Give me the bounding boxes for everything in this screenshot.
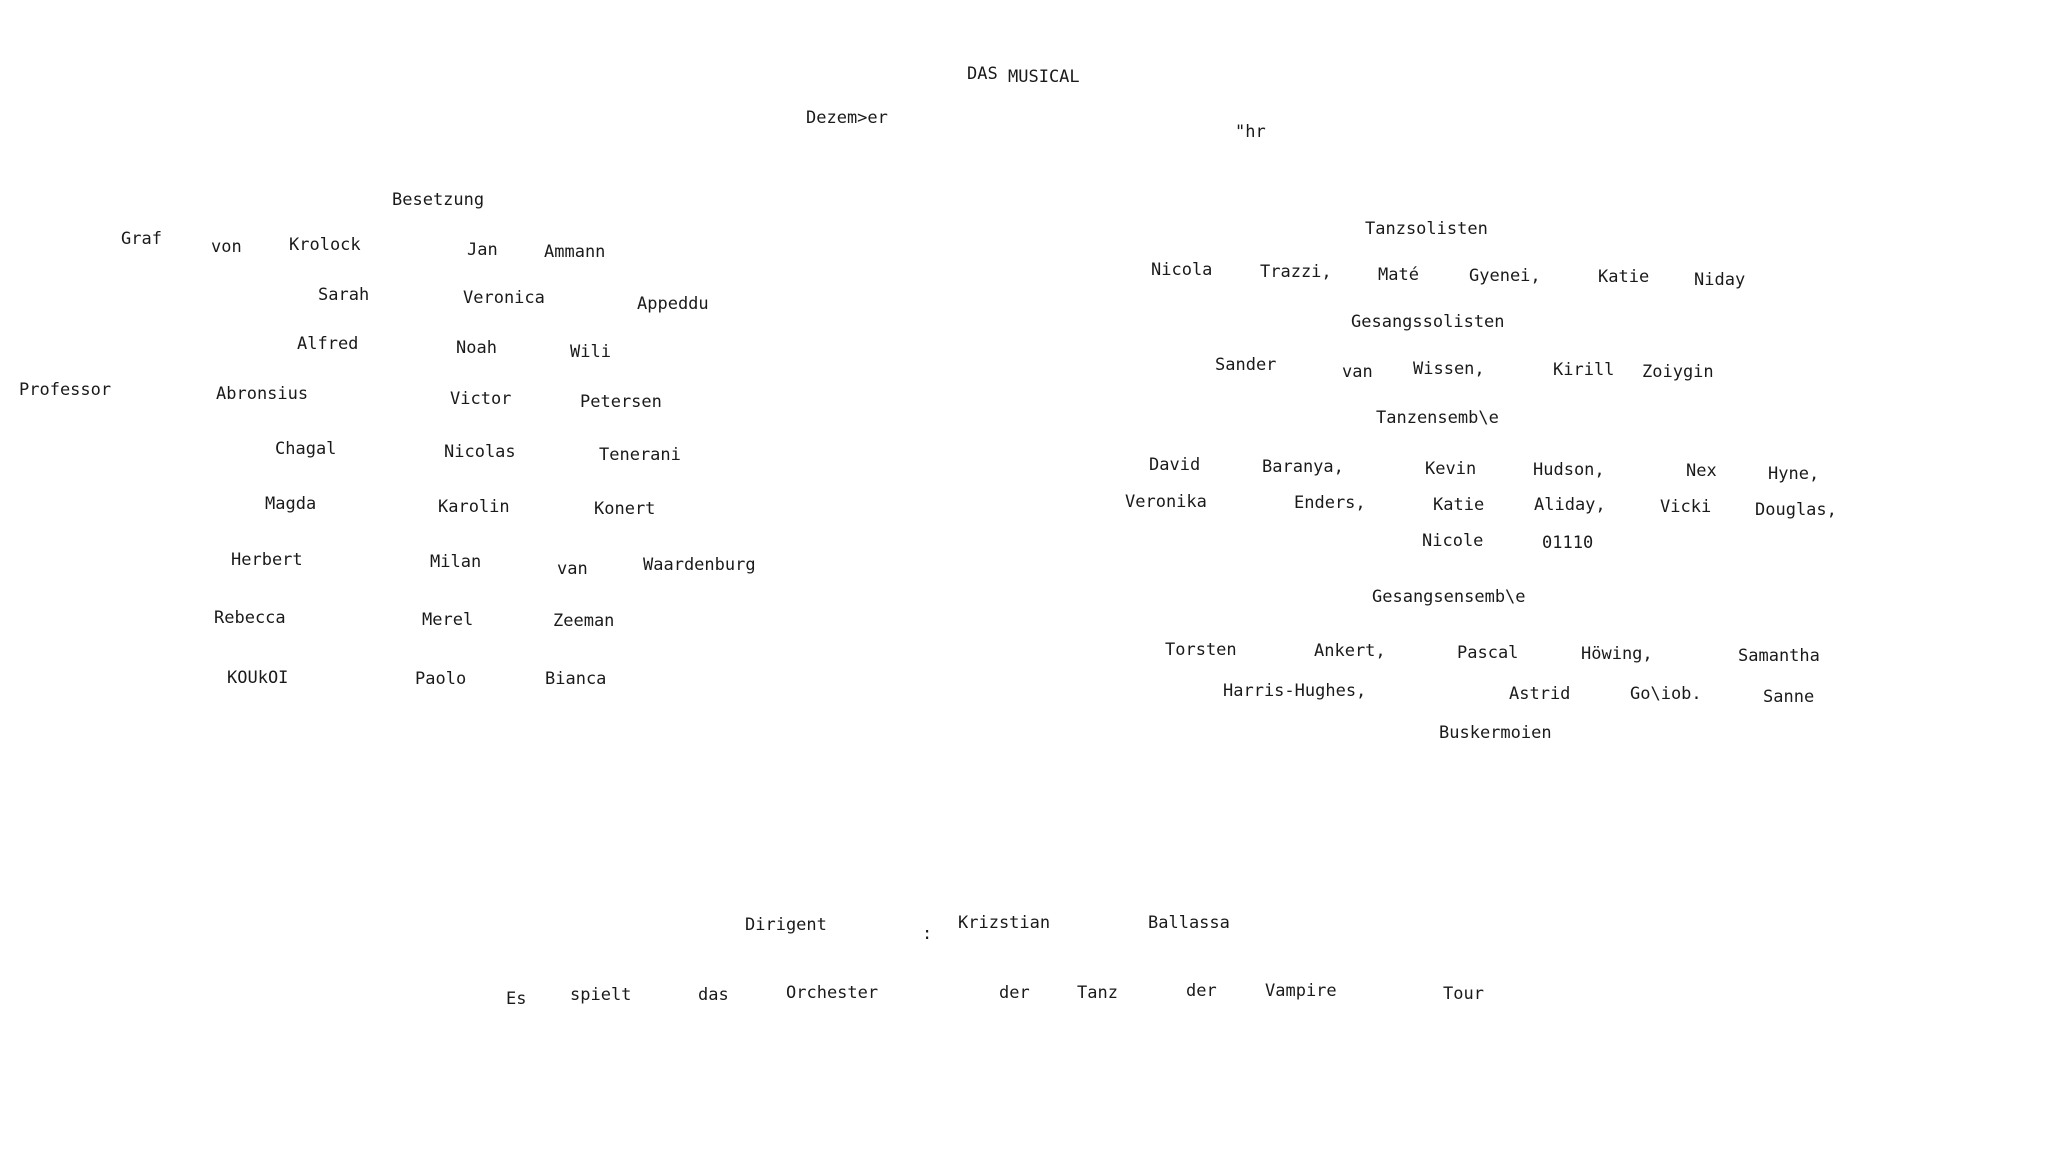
title-word: MUSICAL <box>1008 67 1080 87</box>
ensemble-name-word: Zoiygin <box>1642 362 1714 382</box>
cast-actor-word: Merel <box>422 610 474 630</box>
ensemble-name-word: Nicola <box>1151 260 1213 280</box>
cast-heading: Besetzung <box>392 190 485 210</box>
cast-actor-word: Jan <box>467 240 498 260</box>
cast-actor-word: Noah <box>456 338 497 358</box>
cast-role-word: Chagal <box>275 439 337 459</box>
conductor-word: Dirigent <box>745 915 827 935</box>
cast-role-word: Krolock <box>289 235 361 255</box>
ensemble-name-word: Nex <box>1686 461 1717 481</box>
cast-actor-word: Appeddu <box>637 294 709 314</box>
cast-actor-word: Paolo <box>415 669 467 689</box>
cast-actor-word: Nicolas <box>444 442 516 462</box>
ensemble-name-word: Sander <box>1215 355 1277 375</box>
orchestra-word: das <box>698 985 729 1005</box>
conductor-word: : <box>922 924 933 944</box>
cast-role-word: Graf <box>121 229 162 249</box>
ensemble-name-word: Aliday, <box>1534 495 1606 515</box>
orchestra-word: der <box>999 983 1030 1003</box>
ensemble-name-word: Pascal <box>1457 643 1519 663</box>
ensemble-name-word: Nicole <box>1422 531 1484 551</box>
cast-role-word: Abronsius <box>216 384 309 404</box>
ensemble-name-word: Torsten <box>1165 640 1237 660</box>
ensemble-name-word: Douglas, <box>1755 500 1837 520</box>
orchestra-word: Tour <box>1443 984 1484 1004</box>
conductor-word: Ballassa <box>1148 913 1230 933</box>
ensemble-name-word: Kevin <box>1425 459 1477 479</box>
orchestra-word: Tanz <box>1077 983 1118 1003</box>
cast-actor-word: Waardenburg <box>643 555 756 575</box>
vocal-ensemble-heading: Gesangsensemb\e <box>1372 587 1526 607</box>
ensemble-name-word: Sanne <box>1763 687 1815 707</box>
cast-actor-word: Ammann <box>544 242 606 262</box>
ensemble-name-word: Buskermoien <box>1439 723 1552 743</box>
cast-actor-word: van <box>557 559 588 579</box>
ensemble-name-word: David <box>1149 455 1201 475</box>
cast-role-word: Rebecca <box>214 608 286 628</box>
ensemble-name-word: Maté <box>1378 265 1419 285</box>
cast-role-word: von <box>211 237 242 257</box>
cast-role-word: Alfred <box>297 334 359 354</box>
ensemble-name-word: Hudson, <box>1533 460 1605 480</box>
ensemble-name-word: Katie <box>1433 495 1485 515</box>
dance-ensemble-heading: Tanzensemb\e <box>1376 408 1499 428</box>
orchestra-word: der <box>1186 981 1217 1001</box>
ensemble-name-word: Go\iob. <box>1630 684 1702 704</box>
ensemble-name-word: Baranya, <box>1262 457 1344 477</box>
ensemble-name-word: Enders, <box>1294 493 1366 513</box>
ensemble-name-word: Gyenei, <box>1469 266 1541 286</box>
orchestra-word: spielt <box>570 985 632 1005</box>
date-word: Dezem>er <box>806 108 888 128</box>
cast-role-word: Magda <box>265 494 317 514</box>
ensemble-name-word: Hyne, <box>1768 464 1820 484</box>
cast-actor-word: Wili <box>570 342 611 362</box>
cast-actor-word: Milan <box>430 552 482 572</box>
date-word: "hr <box>1235 122 1266 142</box>
conductor-word: Krizstian <box>958 913 1051 933</box>
cast-role-word: Sarah <box>318 285 370 305</box>
ensemble-name-word: 01110 <box>1542 533 1594 553</box>
ensemble-name-word: Katie <box>1598 267 1650 287</box>
ensemble-name-word: Wissen, <box>1413 359 1485 379</box>
ensemble-name-word: Vicki <box>1660 497 1712 517</box>
cast-role-word: KOUkOI <box>227 668 289 688</box>
dance-soloists-heading: Tanzsolisten <box>1365 219 1488 239</box>
ensemble-name-word: Trazzi, <box>1260 262 1332 282</box>
orchestra-word: Vampire <box>1265 981 1337 1001</box>
cast-actor-word: Karolin <box>438 497 510 517</box>
cast-actor-word: Victor <box>450 389 512 409</box>
ensemble-name-word: Samantha <box>1738 646 1820 666</box>
cast-actor-word: Petersen <box>580 392 662 412</box>
cast-role-word: Herbert <box>231 550 303 570</box>
ensemble-name-word: Astrid <box>1509 684 1571 704</box>
ensemble-name-word: Veronika <box>1125 492 1207 512</box>
ensemble-name-word: Niday <box>1694 270 1746 290</box>
cast-role-word: Professor <box>19 380 112 400</box>
orchestra-word: Es <box>506 989 527 1009</box>
cast-actor-word: Tenerani <box>599 445 681 465</box>
ensemble-name-word: Harris-Hughes, <box>1223 681 1367 701</box>
cast-actor-word: Zeeman <box>553 611 615 631</box>
title-word: DAS <box>967 64 998 84</box>
cast-actor-word: Bianca <box>545 669 607 689</box>
ensemble-name-word: Höwing, <box>1581 644 1653 664</box>
cast-actor-word: Konert <box>594 499 656 519</box>
ensemble-name-word: van <box>1342 362 1373 382</box>
orchestra-word: Orchester <box>786 983 879 1003</box>
cast-actor-word: Veronica <box>463 288 545 308</box>
vocal-soloists-heading: Gesangssolisten <box>1351 312 1505 332</box>
ensemble-name-word: Ankert, <box>1314 641 1386 661</box>
ensemble-name-word: Kirill <box>1553 360 1615 380</box>
